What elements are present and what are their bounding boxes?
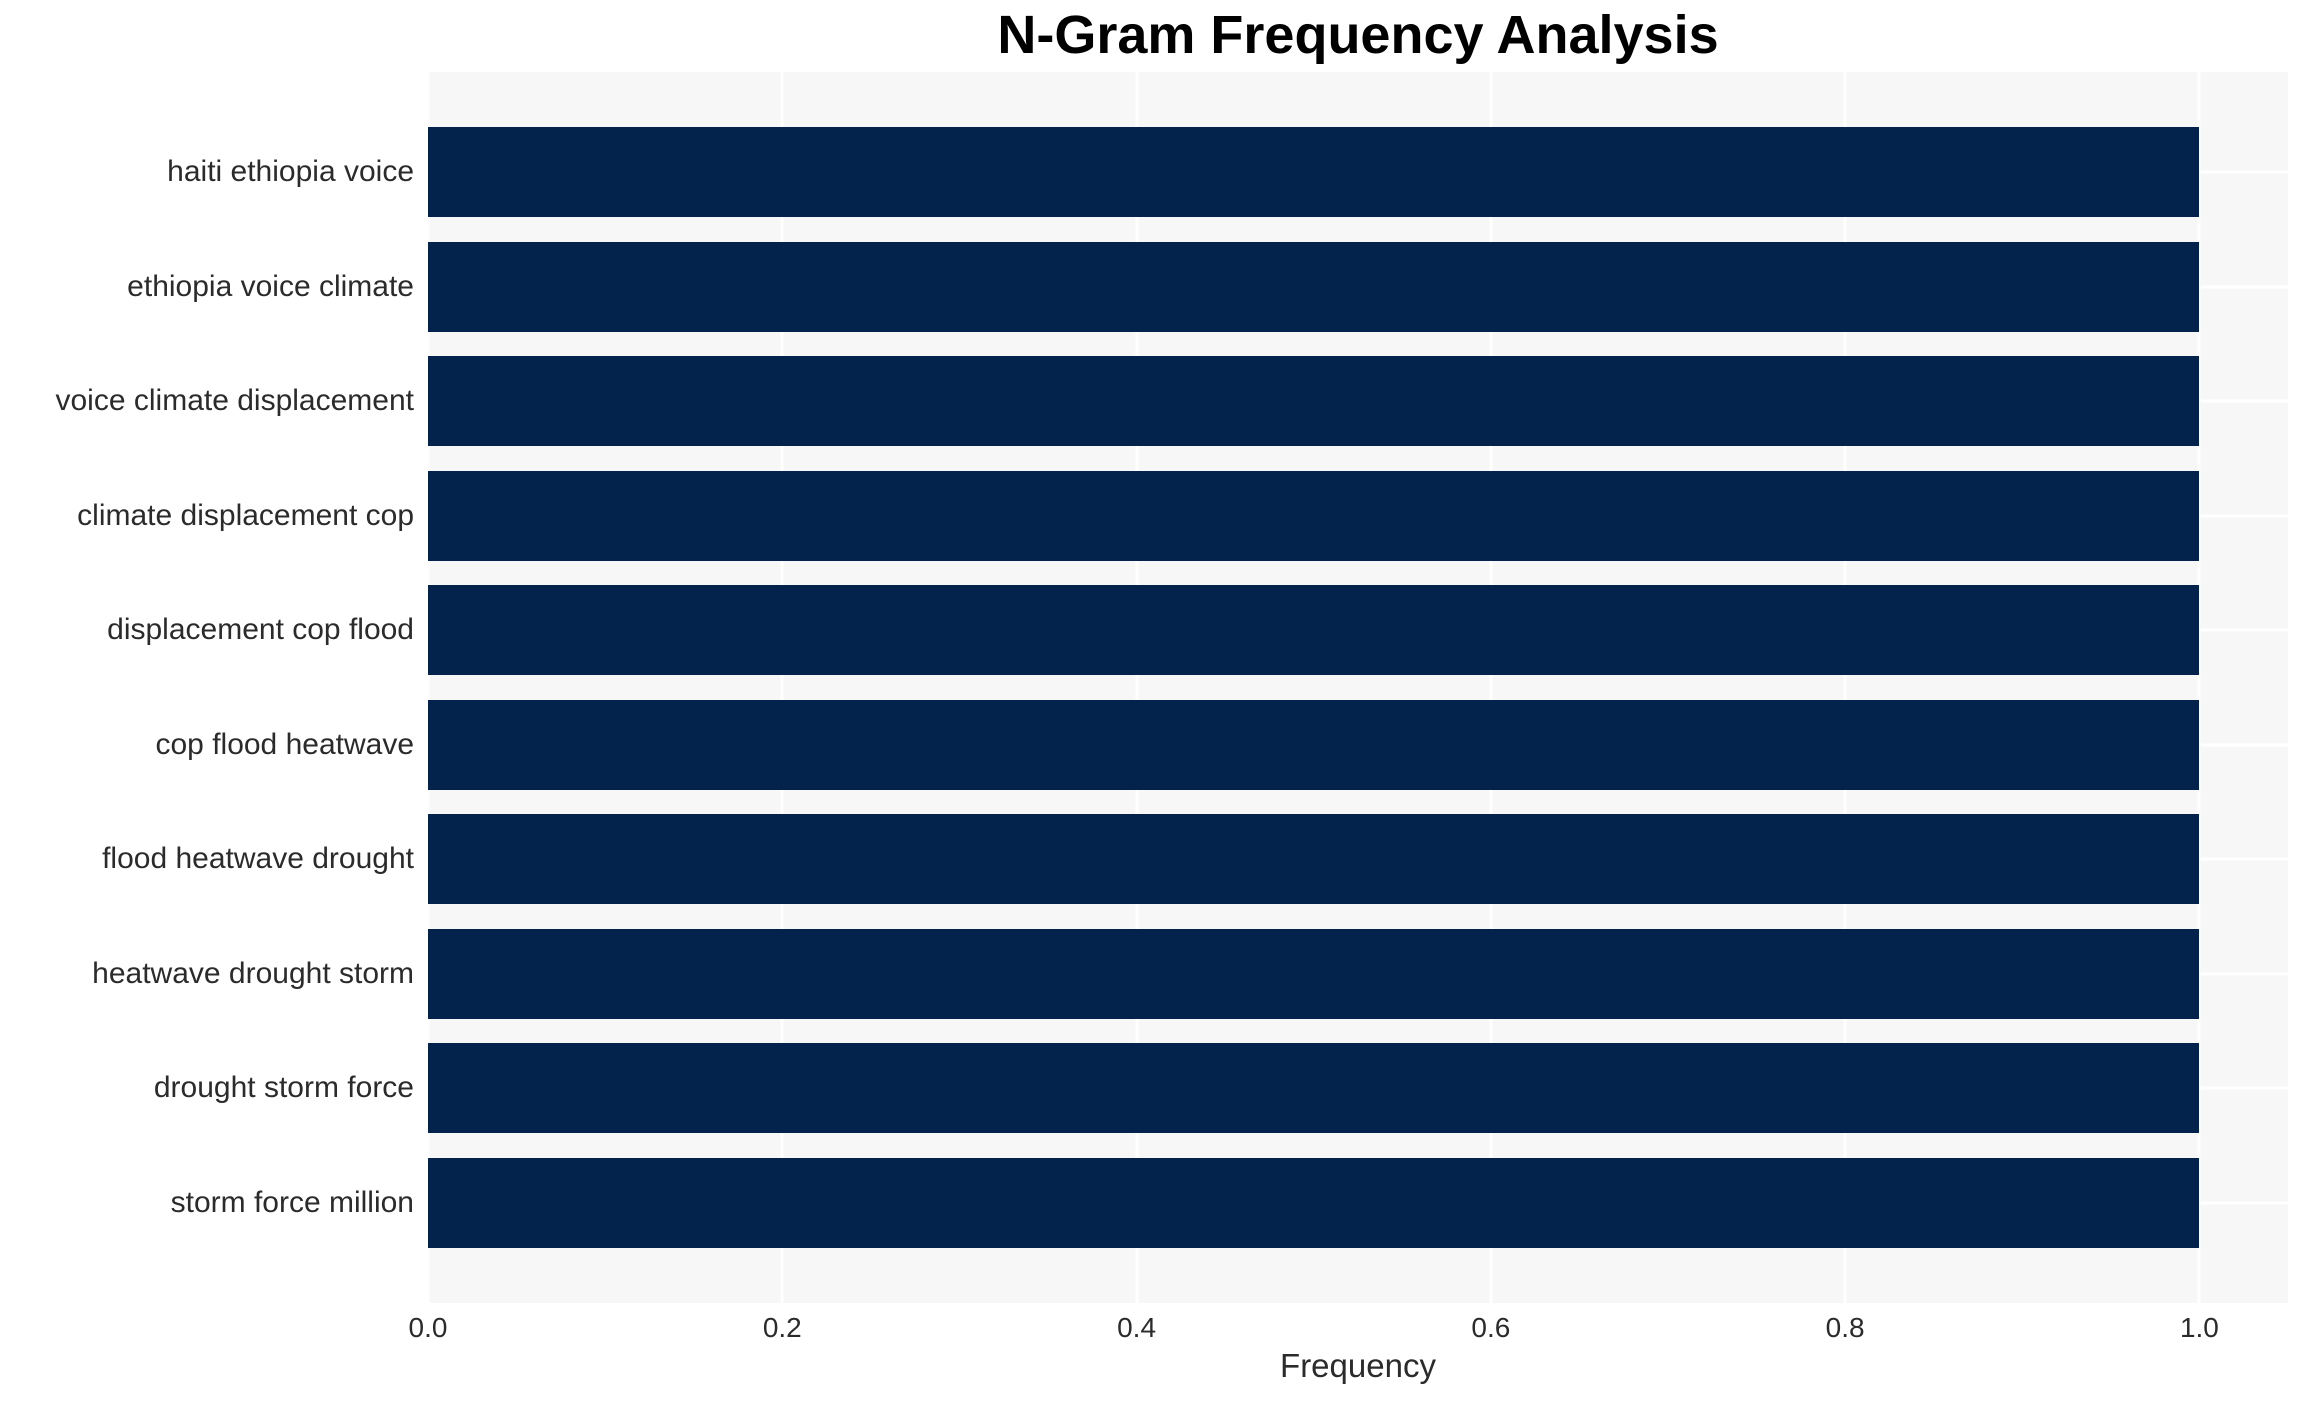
x-tick-label: 1.0 (2179, 1312, 2219, 1343)
x-tick-label: 0.2 (762, 1312, 802, 1343)
plot-area (426, 72, 2288, 1303)
vertical-gridline (2197, 72, 2201, 1303)
bar-flood-heatwave-drought (428, 814, 2200, 905)
bar-ethiopia-voice-climate (428, 241, 2200, 332)
chart-title: N-Gram Frequency Analysis (997, 5, 1719, 65)
vertical-gridline (1489, 72, 1493, 1303)
bar-cop-flood-heatwave (428, 699, 2200, 790)
x-axis-label: Frequency (1280, 1347, 1436, 1384)
y-tick-label: heatwave drought storm (92, 956, 414, 990)
vertical-gridline (426, 72, 430, 1303)
vertical-gridline (1135, 72, 1139, 1303)
y-tick-label: cop flood heatwave (155, 727, 414, 761)
y-tick-label: voice climate displacement (55, 384, 415, 418)
bar-displacement-cop-flood (428, 585, 2200, 676)
y-tick-label: storm force million (170, 1186, 414, 1219)
x-axis-ticks: 0.0 0.2 0.4 0.6 0.8 1.0 (0, 1307, 2308, 1349)
x-tick-label: 0.0 (408, 1312, 448, 1343)
vertical-gridline (780, 72, 784, 1303)
bar-voice-climate-displacement (428, 356, 2200, 447)
x-tick-label: 0.8 (1825, 1312, 1865, 1343)
bar-haiti-ethiopia-voice (428, 127, 2200, 217)
y-tick-label: climate displacement cop (77, 498, 414, 532)
bar-storm-force-million (428, 1158, 2200, 1248)
vertical-gridline (1843, 72, 1847, 1303)
y-axis-labels: haiti ethiopia voice ethiopia voice clima… (0, 72, 415, 1303)
bar-heatwave-drought-storm (428, 928, 2200, 1019)
x-tick-label: 0.6 (1471, 1312, 1511, 1343)
y-tick-label: drought storm force (153, 1071, 414, 1105)
y-tick-label: haiti ethiopia voice (167, 155, 414, 188)
y-tick-label: ethiopia voice climate (127, 269, 414, 303)
x-tick-label: 0.4 (1117, 1312, 1157, 1343)
bar-drought-storm-force (428, 1043, 2200, 1134)
y-tick-label: displacement cop flood (107, 613, 414, 647)
y-tick-label: flood heatwave drought (102, 842, 414, 876)
bar-climate-displacement-cop (428, 470, 2200, 561)
